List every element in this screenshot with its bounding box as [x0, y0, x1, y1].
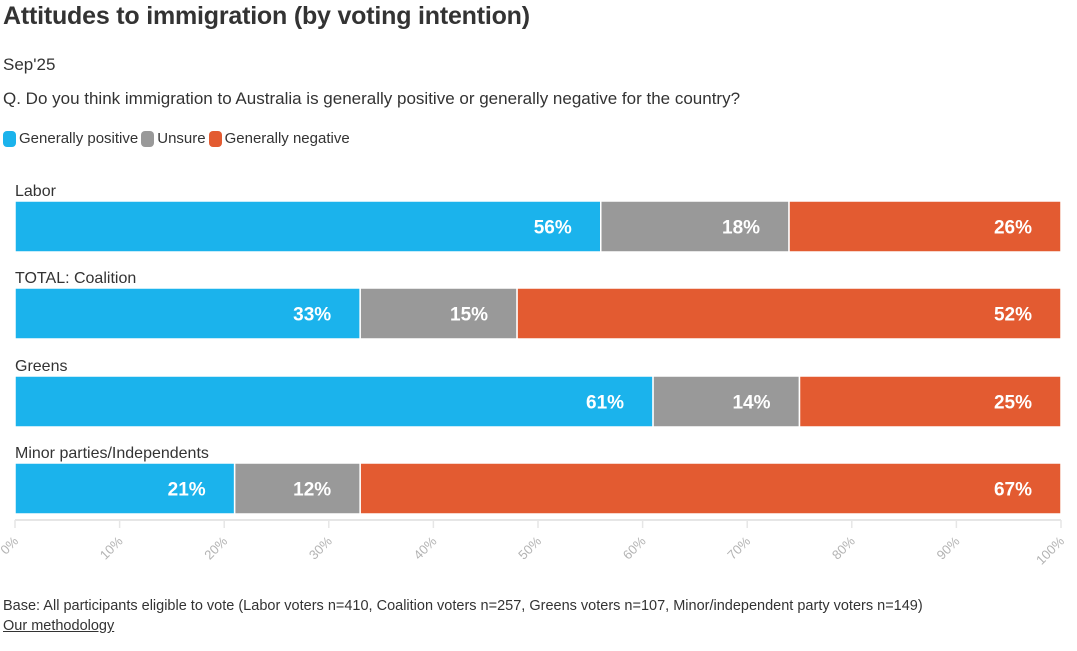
- x-tick-label: 0%: [0, 533, 21, 557]
- stacked-bar-chart: Labor 56% 18% 26% TOTAL: Coalition 33% 15% 52% G…: [0, 183, 1067, 568]
- legend-label: Generally positive: [19, 130, 139, 147]
- data-label: 14%: [732, 393, 770, 414]
- x-tick-label: 80%: [829, 533, 858, 562]
- category-label: Minor parties/Independents: [15, 445, 209, 462]
- x-tick-label: 70%: [724, 533, 753, 562]
- legend-swatch-generally-negative: [208, 130, 222, 147]
- category-label: Greens: [15, 358, 67, 375]
- bar-segment-unsure[interactable]: [359, 287, 518, 340]
- data-label: 33%: [293, 305, 331, 326]
- x-tick-label: 50%: [515, 533, 544, 562]
- data-label: 12%: [293, 480, 331, 501]
- bar-segment-generally-negative[interactable]: [359, 462, 1062, 515]
- base-note: Base: All participants eligible to vote …: [3, 598, 923, 614]
- x-tick-label: 30%: [306, 533, 335, 562]
- legend-item-generally-positive[interactable]: Generally positive: [3, 130, 138, 147]
- chart-title: Attitudes to immigration (by voting inte…: [3, 2, 530, 30]
- data-label: 67%: [994, 480, 1032, 501]
- bar-segment-generally-negative[interactable]: [788, 200, 1062, 253]
- data-label: 18%: [722, 218, 760, 239]
- bar-segment-unsure[interactable]: [233, 462, 361, 515]
- methodology-link[interactable]: Our methodology: [3, 618, 115, 634]
- category-label: TOTAL: Coalition: [15, 270, 136, 287]
- data-label: 56%: [534, 218, 572, 239]
- legend-label: Unsure: [157, 130, 206, 147]
- bar-segment-generally-positive[interactable]: [14, 200, 602, 253]
- legend-swatch-generally-positive: [3, 130, 16, 147]
- category-label: Labor: [15, 183, 57, 200]
- bar-segment-generally-positive[interactable]: [14, 287, 361, 340]
- bar-segment-unsure[interactable]: [600, 200, 790, 253]
- legend-item-unsure[interactable]: Unsure: [141, 130, 206, 147]
- bar-segment-generally-positive[interactable]: [14, 375, 654, 428]
- chart-subtitle: Sep'25: [3, 55, 56, 74]
- bar-segment-generally-negative[interactable]: [516, 287, 1062, 340]
- survey-question: Q. Do you think immigration to Australia…: [3, 89, 741, 108]
- data-label: 52%: [994, 305, 1032, 326]
- chart-legend: Generally positive Unsure Generally nega…: [3, 130, 353, 147]
- x-tick-label: 90%: [934, 533, 963, 562]
- bar-segment-unsure[interactable]: [652, 375, 801, 428]
- data-label: 26%: [994, 218, 1032, 239]
- bar-segment-generally-negative[interactable]: [798, 375, 1062, 428]
- data-label: 21%: [168, 480, 206, 501]
- chart-footer: Base: All participants eligible to vote …: [3, 596, 923, 636]
- x-tick-label: 60%: [620, 533, 649, 562]
- x-tick-label: 20%: [201, 533, 230, 562]
- legend-item-generally-negative[interactable]: Generally negative: [208, 130, 350, 147]
- legend-label: Generally negative: [224, 130, 350, 147]
- x-tick-label: 40%: [411, 533, 440, 562]
- data-label: 61%: [586, 393, 624, 414]
- legend-swatch-unsure: [141, 130, 155, 147]
- data-label: 25%: [994, 393, 1032, 414]
- x-tick-label: 100%: [1033, 533, 1067, 567]
- x-tick-label: 10%: [97, 533, 126, 562]
- data-label: 15%: [450, 305, 488, 326]
